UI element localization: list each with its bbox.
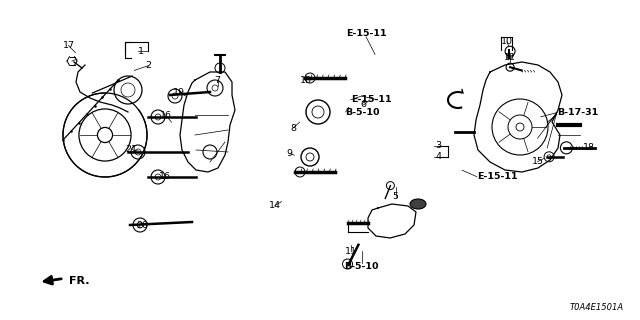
Text: 15: 15 — [532, 157, 543, 166]
Text: 12: 12 — [504, 53, 516, 62]
Text: 8: 8 — [290, 124, 296, 132]
Text: 1: 1 — [138, 47, 144, 56]
Text: 7: 7 — [214, 76, 221, 84]
Text: 10: 10 — [501, 37, 513, 46]
Text: 9: 9 — [286, 149, 292, 158]
Text: FR.: FR. — [69, 276, 90, 286]
Text: B-5-10: B-5-10 — [346, 108, 380, 116]
Text: E-15-11: E-15-11 — [351, 95, 391, 104]
Text: T0A4E1501A: T0A4E1501A — [570, 303, 624, 312]
Text: 3: 3 — [435, 141, 442, 150]
Text: E-15-11: E-15-11 — [346, 29, 387, 38]
Ellipse shape — [410, 199, 426, 209]
Text: 20: 20 — [136, 221, 148, 230]
Text: 2: 2 — [145, 61, 152, 70]
Text: 5: 5 — [392, 192, 399, 201]
Text: 21: 21 — [125, 145, 137, 154]
Text: 4: 4 — [435, 152, 442, 161]
Text: B-5-10: B-5-10 — [344, 262, 379, 271]
Text: 11: 11 — [345, 247, 356, 256]
Text: 19: 19 — [173, 88, 185, 97]
Text: 16: 16 — [161, 111, 172, 120]
Text: 13: 13 — [300, 76, 312, 85]
Text: 6: 6 — [360, 100, 367, 109]
Text: 16: 16 — [159, 172, 171, 181]
Text: 18: 18 — [583, 143, 595, 152]
Text: 14: 14 — [269, 201, 281, 210]
Text: B-17-31: B-17-31 — [557, 108, 598, 117]
Text: E-15-11: E-15-11 — [477, 172, 517, 181]
Text: 17: 17 — [63, 41, 74, 50]
